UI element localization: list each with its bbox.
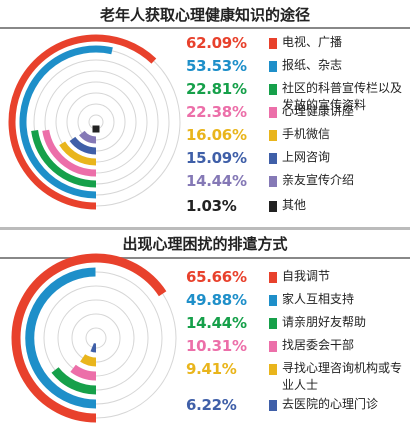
legend-swatch: [269, 84, 277, 95]
chart-panel-sources: 老年人获取心理健康知识的途径 62.09% 电视、广播 53.53% 报纸、杂志 22.…: [0, 0, 410, 228]
data-label-percent: 16.06%: [186, 126, 247, 144]
radial-bar: [19, 45, 113, 199]
data-label-percent: 22.81%: [186, 80, 247, 98]
legend-label: 心理健康讲座: [282, 104, 355, 118]
legend-swatch: [269, 364, 277, 375]
radial-bar: [25, 267, 97, 409]
data-label-percent: 49.88%: [186, 291, 247, 309]
title-divider: [0, 257, 410, 259]
data-label-percent: 62.09%: [186, 34, 247, 52]
legend: 62.09% 电视、广播 53.53% 报纸、杂志 22.81% 社区的科普宣传栏以及发放…: [186, 0, 410, 228]
legend-swatch: [269, 130, 277, 141]
data-label-percent: 15.09%: [186, 149, 247, 167]
legend: 65.66% 自我调节 49.88% 家人互相支持 14.44% 请亲朋好友帮助 10.31…: [186, 228, 410, 429]
legend-swatch: [269, 201, 277, 212]
legend-swatch: [269, 318, 277, 329]
chart-title: 出现心理困扰的排遣方式: [122, 235, 288, 253]
ring-guide: [85, 327, 107, 349]
data-label-percent: 53.53%: [186, 57, 247, 75]
legend-swatch: [269, 400, 277, 411]
legend-label: 去医院的心理门诊: [282, 397, 379, 411]
radial-bar: [90, 343, 97, 353]
legend-swatch: [269, 153, 277, 164]
legend-swatch: [269, 176, 277, 187]
title-divider: [0, 27, 410, 29]
data-label-percent: 14.44%: [186, 172, 247, 190]
radial-bar: [51, 367, 97, 395]
legend-label: 找居委会干部: [282, 338, 355, 352]
legend-label: 手机微信: [282, 127, 331, 141]
legend-swatch: [269, 38, 277, 49]
radial-bar: [69, 136, 97, 155]
data-label-percent: 65.66%: [186, 268, 247, 286]
ring-guide: [71, 313, 121, 363]
legend-label: 家人互相支持: [282, 292, 355, 306]
chart-title: 老年人获取心理健康知识的途径: [99, 6, 310, 24]
radial-bar-chart: [8, 34, 181, 210]
radial-bar: [59, 141, 97, 166]
data-label-percent: 22.38%: [186, 103, 247, 121]
radial-bar: [70, 364, 97, 381]
data-label-percent: 14.44%: [186, 314, 247, 332]
radial-bar: [8, 34, 157, 210]
radial-bar: [80, 354, 97, 367]
legend-label: 社区的科普宣传栏以及发放的宣传资料: [282, 81, 403, 112]
radial-bar: [11, 253, 167, 423]
legend-label: 自我调节: [282, 269, 331, 283]
data-label-percent: 9.41%: [186, 360, 237, 378]
data-label-percent: 10.31%: [186, 337, 247, 355]
legend-swatch: [269, 295, 277, 306]
legend-label: 其他: [282, 198, 307, 212]
data-label-percent: 6.22%: [186, 396, 237, 414]
legend-label: 报纸、杂志: [282, 58, 343, 72]
legend-swatch: [269, 341, 277, 352]
data-label-percent: 1.03%: [186, 197, 237, 215]
legend-label: 寻找心理咨询机构或专业人士: [282, 361, 403, 392]
legend-label: 电视、广播: [282, 35, 343, 49]
radial-bar: [42, 129, 97, 177]
legend-label: 亲友宣传介绍: [282, 173, 355, 187]
legend-swatch: [269, 272, 277, 283]
chart-panel-coping: 出现心理困扰的排遣方式 65.66% 自我调节 49.88% 家人互相支持 14.44%…: [0, 228, 410, 429]
legend-swatch: [269, 61, 277, 72]
legend-swatch: [269, 107, 277, 118]
radial-bar: [92, 125, 100, 133]
radial-bar: [31, 129, 97, 188]
radial-bar: [79, 130, 97, 144]
legend-label: 上网咨询: [282, 150, 331, 164]
section-divider: [0, 227, 410, 230]
legend-label: 请亲朋好友帮助: [282, 315, 367, 329]
radial-bar-chart: [11, 253, 177, 423]
